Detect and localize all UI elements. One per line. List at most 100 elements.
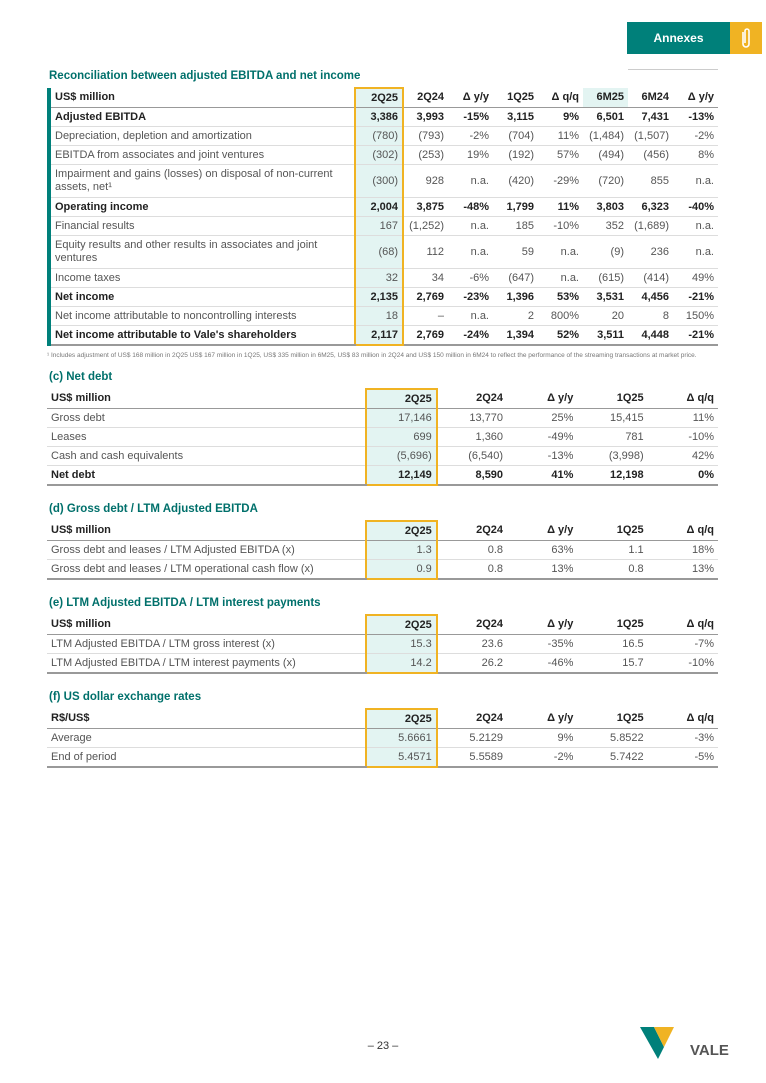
cell: 53%: [538, 287, 583, 307]
cell: -40%: [673, 197, 718, 217]
cell: 3,386: [354, 107, 404, 127]
row-label: Gross debt: [47, 408, 367, 428]
section-title: Reconciliation between adjusted EBITDA a…: [49, 70, 361, 82]
column-header: R$/US$: [47, 709, 367, 729]
cell: 6,501: [583, 107, 628, 127]
column-header: 2Q25: [365, 614, 438, 635]
cell: 112: [403, 235, 448, 269]
cell: n.a.: [448, 164, 493, 198]
cell: 13%: [507, 559, 578, 580]
cell: -7%: [647, 634, 718, 654]
cell: 0.9: [365, 559, 438, 580]
column-header: Δ y/y: [507, 389, 578, 409]
column-header: Δ y/y: [673, 88, 718, 108]
column-header: Δ y/y: [507, 709, 578, 729]
header-row: US$ million 2Q25 2Q24 Δ y/y 1Q25 Δ q/q: [47, 388, 718, 409]
cell: (6,540): [436, 446, 508, 466]
column-header: 2Q25: [365, 520, 438, 541]
cell: -13%: [507, 446, 578, 466]
cell: n.a.: [673, 164, 718, 198]
cell: 2,769: [403, 325, 448, 346]
row-label: Income taxes: [49, 268, 355, 288]
cell: 928: [403, 164, 448, 198]
cell: (300): [354, 164, 404, 198]
row-label: Equity results and other results in asso…: [49, 235, 355, 269]
table-row: Net income 2,135 2,769 -23% 1,396 53% 3,531 4,4…: [49, 287, 718, 307]
cell: 12,198: [577, 465, 648, 486]
cell: 5.5589: [436, 747, 508, 768]
row-label: Net income attributable to noncontrollin…: [49, 306, 355, 326]
column-header: 2Q24: [436, 521, 508, 541]
cell: 6,323: [628, 197, 673, 217]
row-label: EBITDA from associates and joint venture…: [49, 145, 355, 165]
cell: n.a.: [448, 216, 493, 236]
cell: (1,689): [628, 216, 673, 236]
cell: 17,146: [365, 408, 438, 428]
column-header: 1Q25: [577, 615, 648, 635]
column-header: 2Q25: [354, 87, 404, 108]
cell: 2: [493, 306, 538, 326]
clip-path: [742, 28, 750, 48]
row-label: Impairment and gains (losses) on disposa…: [49, 164, 355, 198]
cell: -6%: [448, 268, 493, 288]
cell: 13,770: [436, 408, 508, 428]
column-header: Δ q/q: [647, 709, 718, 729]
cell: 185: [493, 216, 538, 236]
cell: –: [403, 306, 448, 326]
cell: 2,004: [354, 197, 404, 217]
cell: -21%: [673, 325, 718, 346]
table-row: Depreciation, depletion and amortization…: [49, 126, 718, 146]
cell: (3,998): [577, 446, 648, 466]
cell: -5%: [647, 747, 718, 768]
cell: -10%: [538, 216, 583, 236]
cell: 15.7: [577, 653, 648, 674]
cell: 19%: [448, 145, 493, 165]
cell: (615): [583, 268, 628, 288]
cell: 20: [583, 306, 628, 326]
cell: 8: [628, 306, 673, 326]
cell: -49%: [507, 427, 578, 447]
table-row: Equity results and other results in asso…: [49, 235, 718, 269]
cell: 1.1: [577, 540, 648, 560]
column-header: US$ million: [47, 389, 367, 409]
cell: 352: [583, 216, 628, 236]
column-header: Δ y/y: [507, 615, 578, 635]
header-row: US$ million 2Q25 2Q24 Δ y/y 1Q25 Δ q/q: [47, 520, 718, 541]
table-row: Average 5.6661 5.2129 9% 5.8522 -3%: [47, 728, 718, 748]
cell: 7,431: [628, 107, 673, 127]
cell: 32: [354, 268, 404, 288]
logo-shape: [654, 1027, 674, 1047]
column-header: 1Q25: [577, 709, 648, 729]
cell: 15.3: [365, 634, 438, 654]
cell: -48%: [448, 197, 493, 217]
cell: 11%: [538, 197, 583, 217]
cell: 3,511: [583, 325, 628, 346]
column-header: Δ q/q: [538, 88, 583, 108]
row-label: Financial results: [49, 216, 355, 236]
table-row: Operating income 2,004 3,875 -48% 1,799 11% 3,…: [49, 197, 718, 217]
cell: 236: [628, 235, 673, 269]
table-row: End of period 5.4571 5.5589 -2% 5.7422 -5%: [47, 747, 718, 768]
table-row: Gross debt and leases / LTM operational …: [47, 559, 718, 580]
clip-icon: [730, 22, 762, 54]
column-header: 2Q25: [365, 708, 438, 729]
column-header: 2Q24: [436, 389, 508, 409]
cell: 150%: [673, 306, 718, 326]
cell: (192): [493, 145, 538, 165]
cell: 4,448: [628, 325, 673, 346]
cell: 3,993: [403, 107, 448, 127]
table-row: Financial results 167 (1,252) n.a. 185 -10% 35…: [49, 216, 718, 236]
section: (c) Net debt US$ million 2Q25 2Q24 Δ y/y 1Q25…: [47, 371, 718, 486]
row-label: Leases: [47, 427, 367, 447]
row-label: Average: [47, 728, 367, 748]
cell: 18: [354, 306, 404, 326]
table: US$ million 2Q25 2Q24 Δ y/y 1Q25 Δ q/q Gross d…: [47, 388, 718, 486]
cell: -15%: [448, 107, 493, 127]
column-header: 6M25: [583, 88, 628, 108]
cell: 3,531: [583, 287, 628, 307]
cell: -21%: [673, 287, 718, 307]
table: US$ million 2Q25 2Q24 Δ y/y 1Q25 Δ q/q LTM Adj…: [47, 614, 718, 674]
cell: 4,456: [628, 287, 673, 307]
cell: -2%: [448, 126, 493, 146]
column-header: 1Q25: [577, 521, 648, 541]
